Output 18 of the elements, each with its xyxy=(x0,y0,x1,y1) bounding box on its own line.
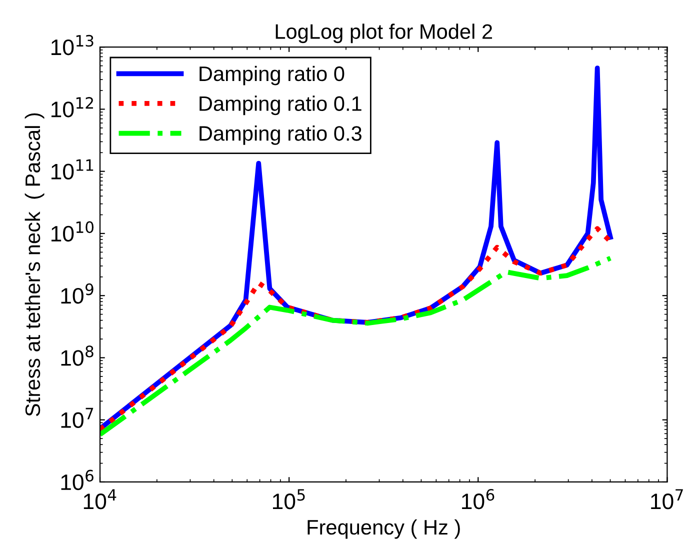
x-tick-label: 10$^{7}$ xyxy=(651,489,683,510)
x-tick-label: 10$^{6}$ xyxy=(462,488,494,510)
y-tick-label: 10$^{9}$ xyxy=(61,283,94,304)
y-tick-label: 10$^{11}$ xyxy=(52,159,94,180)
y-tick-label: 10$^{6}$ xyxy=(61,470,94,490)
y-axis-title: Stress at tether's neck ( Pascal ) xyxy=(24,113,44,416)
y-tick-label: 10$^{7}$ xyxy=(61,408,94,428)
legend-label: Damping ratio 0.3 xyxy=(200,126,362,145)
y-tick-label: 10$^{13}$ xyxy=(52,34,94,56)
legend-label: Damping ratio 0.1 xyxy=(200,96,362,116)
chart-title: LogLog plot for Model 2 xyxy=(276,24,492,44)
y-tick-label: 10$^{8}$ xyxy=(61,346,94,366)
y-tick-label: 10$^{10}$ xyxy=(52,221,94,242)
legend-label: Damping ratio 0 xyxy=(200,66,344,86)
x-tick-label: 10$^{5}$ xyxy=(272,489,305,510)
y-tick-label: 10$^{12}$ xyxy=(52,97,93,118)
x-tick-label: 10$^{4}$ xyxy=(84,489,116,510)
x-axis-title: Frequency ( Hz ) xyxy=(308,519,460,539)
